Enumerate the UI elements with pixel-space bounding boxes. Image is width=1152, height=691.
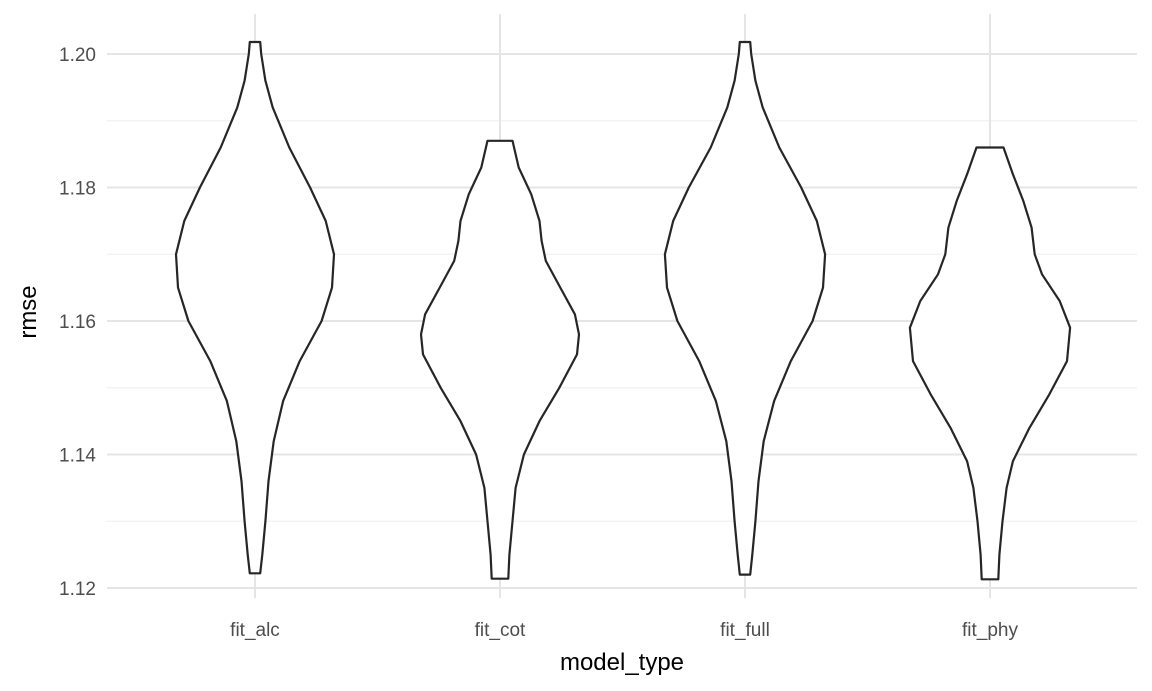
violins (174, 40, 1072, 581)
x-tick-label: fit_full (720, 620, 770, 641)
x-tick-label: fit_cot (475, 620, 526, 641)
y-axis-ticks: 1.12 1.14 1.16 1.18 1.20 (59, 45, 96, 600)
violin-fit_cot (419, 139, 581, 580)
x-axis-title: model_type (560, 649, 684, 676)
y-tick-label: 1.20 (59, 45, 96, 66)
x-axis-ticks: fit_alc fit_cot fit_full fit_phy (230, 620, 1018, 641)
y-axis-title: rmse (15, 285, 42, 338)
y-tick-label: 1.18 (59, 179, 96, 200)
violin-fit_full (663, 40, 827, 576)
violin-fit_alc (174, 40, 336, 575)
y-tick-label: 1.12 (59, 579, 96, 600)
y-tick-label: 1.14 (59, 446, 96, 467)
x-tick-label: fit_alc (230, 620, 280, 641)
violin-fit_phy (908, 146, 1072, 581)
y-tick-label: 1.16 (59, 312, 96, 333)
x-tick-label: fit_phy (962, 620, 1018, 641)
